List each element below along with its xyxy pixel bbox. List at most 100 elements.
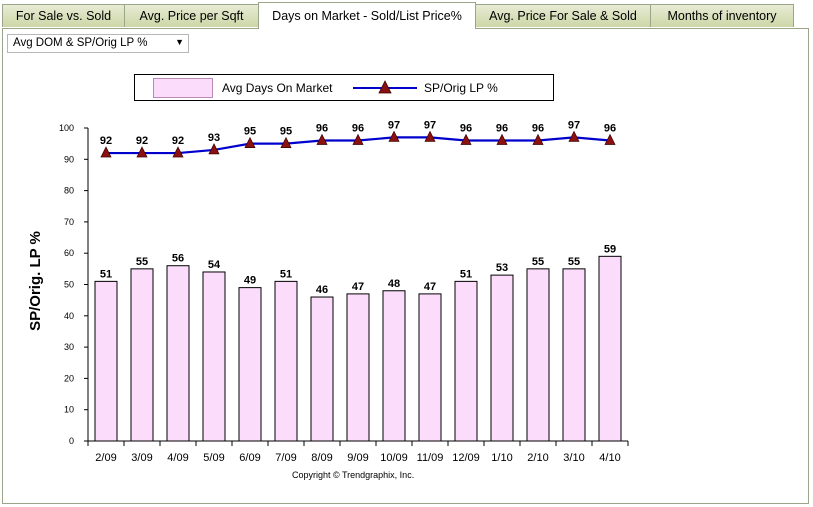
legend-bar-label: Avg Days On Market bbox=[222, 81, 333, 95]
chart-legend: Avg Days On Market SP/Orig LP % bbox=[134, 74, 554, 101]
chart-type-select-value: Avg DOM & SP/Orig LP % bbox=[13, 37, 148, 49]
x-tick-label: 5/09 bbox=[203, 452, 224, 464]
line-marker bbox=[532, 133, 544, 145]
legend-line-label: SP/Orig LP % bbox=[424, 81, 498, 95]
bar bbox=[130, 268, 154, 442]
y-tick-label: 50 bbox=[64, 280, 74, 290]
y-tick-label: 0 bbox=[69, 436, 74, 446]
line-marker bbox=[388, 130, 400, 142]
bar-value-label: 47 bbox=[352, 281, 364, 293]
tab-months-of-inventory[interactable]: Months of inventory bbox=[650, 4, 794, 27]
tab-days-on-market[interactable]: Days on Market - Sold/List Price% bbox=[258, 2, 476, 29]
x-tick-label: 6/09 bbox=[239, 452, 260, 464]
bar-value-label: 51 bbox=[460, 268, 472, 280]
line-marker bbox=[316, 133, 328, 145]
bar bbox=[274, 280, 298, 442]
bar-value-label: 55 bbox=[532, 256, 544, 268]
line-marker bbox=[352, 133, 364, 145]
bar-value-label: 47 bbox=[424, 281, 436, 293]
tab-avg-price-for-sale-sold[interactable]: Avg. Price For Sale & Sold bbox=[475, 4, 651, 27]
x-tick-label: 8/09 bbox=[311, 452, 332, 464]
bar bbox=[238, 287, 262, 442]
bar bbox=[490, 274, 514, 442]
x-tick-label: 4/09 bbox=[167, 452, 188, 464]
bar bbox=[382, 290, 406, 442]
line-marker bbox=[172, 146, 184, 158]
line-value-label: 97 bbox=[424, 119, 436, 131]
y-tick-label: 90 bbox=[64, 154, 74, 164]
bar-value-label: 59 bbox=[604, 243, 616, 255]
x-tick-label: 4/10 bbox=[599, 452, 620, 464]
y-tick-label: 60 bbox=[64, 248, 74, 258]
line-value-label: 95 bbox=[280, 126, 292, 138]
x-tick-label: 3/09 bbox=[131, 452, 152, 464]
line-value-label: 93 bbox=[208, 132, 220, 144]
tab-strip: For Sale vs. Sold Avg. Price per Sqft Da… bbox=[0, 0, 813, 29]
bar-value-label: 46 bbox=[316, 284, 328, 296]
chart-type-select[interactable]: Avg DOM & SP/Orig LP % ▼ bbox=[7, 34, 189, 53]
line-marker bbox=[460, 133, 472, 145]
line-value-label: 92 bbox=[100, 135, 112, 147]
line-marker bbox=[280, 136, 292, 148]
line-marker bbox=[136, 146, 148, 158]
legend-bar-swatch bbox=[153, 78, 213, 98]
bar bbox=[454, 280, 478, 442]
line-value-label: 95 bbox=[244, 126, 256, 138]
line-value-label: 92 bbox=[136, 135, 148, 147]
y-tick-label: 70 bbox=[64, 217, 74, 227]
line-value-label: 96 bbox=[532, 123, 544, 135]
bar-value-label: 54 bbox=[208, 259, 221, 271]
y-tick-label: 20 bbox=[64, 373, 74, 383]
line-value-label: 96 bbox=[352, 123, 364, 135]
y-tick-label: 10 bbox=[64, 405, 74, 415]
line-value-label: 96 bbox=[604, 123, 616, 135]
dropdown-arrow-icon[interactable]: ▼ bbox=[175, 37, 184, 47]
bar bbox=[346, 293, 370, 442]
line-marker bbox=[568, 130, 580, 142]
line-value-label: 97 bbox=[388, 119, 400, 131]
line-marker bbox=[424, 130, 436, 142]
bar bbox=[562, 268, 586, 442]
bar-value-label: 55 bbox=[136, 256, 148, 268]
y-tick-label: 40 bbox=[64, 311, 74, 321]
x-tick-label: 1/10 bbox=[491, 452, 512, 464]
line-value-label: 97 bbox=[568, 119, 580, 131]
line-value-label: 92 bbox=[172, 135, 184, 147]
line-marker bbox=[208, 143, 220, 155]
line-value-label: 96 bbox=[496, 123, 508, 135]
bar-value-label: 49 bbox=[244, 275, 256, 287]
legend-line-swatch bbox=[353, 80, 417, 94]
bar bbox=[598, 255, 622, 442]
bar bbox=[418, 293, 442, 442]
bar-value-label: 51 bbox=[100, 268, 112, 280]
bar bbox=[202, 271, 226, 442]
line-marker bbox=[244, 136, 256, 148]
bar bbox=[310, 296, 334, 442]
line-value-label: 96 bbox=[316, 123, 328, 135]
bar-value-label: 53 bbox=[496, 262, 508, 274]
tab-avg-price-per-sqft[interactable]: Avg. Price per Sqft bbox=[124, 4, 259, 27]
x-tick-label: 3/10 bbox=[563, 452, 584, 464]
x-tick-label: 9/09 bbox=[347, 452, 368, 464]
bar-value-label: 56 bbox=[172, 253, 184, 265]
x-tick-label: 11/09 bbox=[417, 452, 444, 464]
x-tick-label: 2/10 bbox=[527, 452, 548, 464]
bar-value-label: 48 bbox=[388, 278, 400, 290]
x-tick-label: 10/09 bbox=[380, 452, 408, 464]
y-tick-label: 80 bbox=[64, 186, 74, 196]
line-marker bbox=[100, 146, 112, 158]
bar bbox=[166, 265, 190, 442]
x-tick-label: 2/09 bbox=[95, 452, 116, 464]
x-tick-label: 7/09 bbox=[275, 452, 296, 464]
bar bbox=[526, 268, 550, 442]
bar bbox=[94, 280, 118, 442]
x-tick-label: 12/09 bbox=[452, 452, 480, 464]
line-value-label: 96 bbox=[460, 123, 472, 135]
bar-value-label: 51 bbox=[280, 268, 292, 280]
line-marker bbox=[496, 133, 508, 145]
y-tick-label: 30 bbox=[64, 342, 74, 352]
bar-value-label: 55 bbox=[568, 256, 580, 268]
copyright-text: Copyright © Trendgraphix, Inc. bbox=[292, 470, 415, 480]
line-marker bbox=[604, 133, 616, 145]
